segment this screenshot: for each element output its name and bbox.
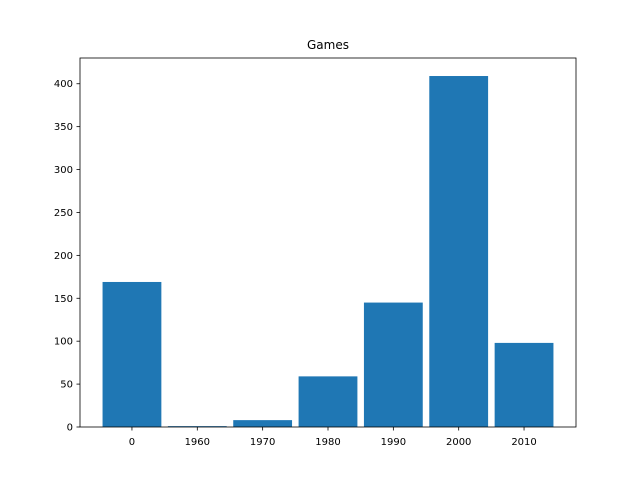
bar-2010 xyxy=(494,342,554,427)
bar-1980 xyxy=(298,376,358,427)
x-tick-label: 1980 xyxy=(315,437,340,448)
x-tick-label: 0 xyxy=(129,437,135,448)
bar-1970 xyxy=(233,420,293,427)
chart-title: Games xyxy=(307,38,349,52)
y-tick-label: 200 xyxy=(54,251,73,262)
x-tick-label: 1960 xyxy=(185,437,210,448)
plot-frame xyxy=(79,57,577,428)
bar-2000 xyxy=(429,76,489,428)
bars-group xyxy=(102,76,554,428)
bar-1960 xyxy=(167,426,227,427)
y-axis: 0 50 100 150 200 250 300 350 400 xyxy=(54,79,80,434)
y-tick-label: 100 xyxy=(54,337,73,348)
y-tick-label: 400 xyxy=(54,79,73,90)
x-tick-label: 1970 xyxy=(250,437,275,448)
y-tick-label: 150 xyxy=(54,294,73,305)
bar-1990 xyxy=(363,302,423,427)
y-tick-label: 350 xyxy=(54,122,73,133)
x-tick-label: 2000 xyxy=(446,437,471,448)
x-tick-label: 2010 xyxy=(511,437,536,448)
y-tick-label: 0 xyxy=(67,423,73,434)
x-tick-label: 1990 xyxy=(381,437,406,448)
x-axis: 0 1960 1970 1980 1990 2000 2010 xyxy=(129,427,537,448)
y-tick-label: 250 xyxy=(54,208,73,219)
y-tick-label: 50 xyxy=(60,380,73,391)
bar-0 xyxy=(102,281,162,427)
y-tick-label: 300 xyxy=(54,165,73,176)
